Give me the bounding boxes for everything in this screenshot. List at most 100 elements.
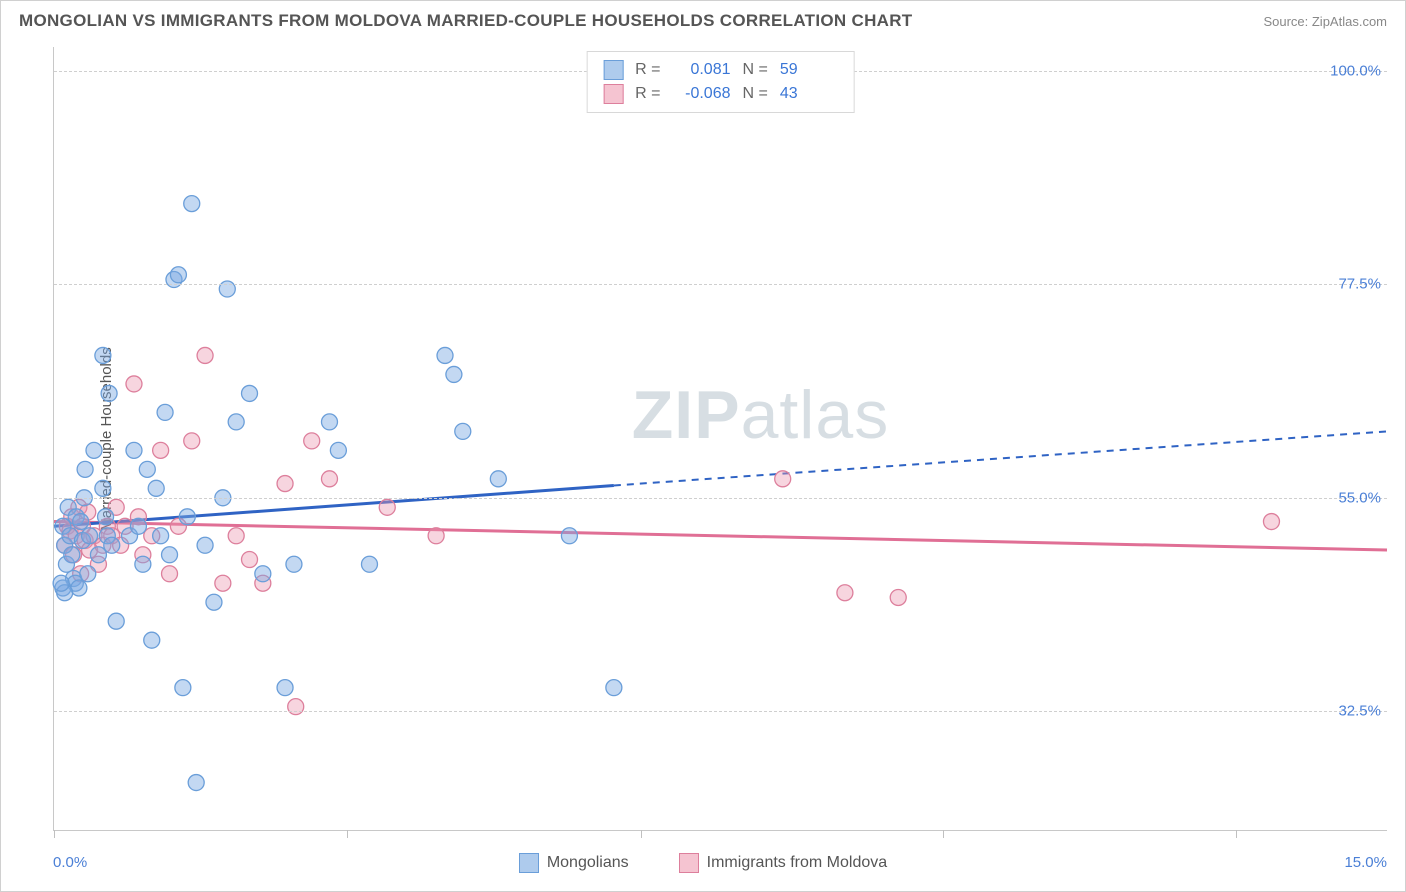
- scatter-point: [139, 461, 155, 477]
- scatter-point: [286, 556, 302, 572]
- scatter-point: [95, 347, 111, 363]
- n-label: N =: [743, 58, 768, 82]
- series-b-name: Immigrants from Moldova: [707, 854, 888, 872]
- chart-container: MONGOLIAN VS IMMIGRANTS FROM MOLDOVA MAR…: [0, 0, 1406, 892]
- series-legend: Mongolians Immigrants from Moldova: [1, 853, 1405, 873]
- scatter-point: [90, 547, 106, 563]
- scatter-point: [330, 442, 346, 458]
- scatter-point: [86, 442, 102, 458]
- n-label: N =: [743, 82, 768, 106]
- scatter-point: [175, 680, 191, 696]
- scatter-point: [446, 366, 462, 382]
- scatter-point: [455, 423, 471, 439]
- scatter-points: [54, 47, 1387, 830]
- scatter-point: [321, 414, 337, 430]
- scatter-point: [95, 480, 111, 496]
- r-label: R =: [635, 58, 660, 82]
- scatter-point: [184, 433, 200, 449]
- scatter-point: [197, 347, 213, 363]
- n-value-a: 59: [780, 58, 838, 82]
- swatch-series-b: [679, 853, 699, 873]
- scatter-point: [197, 537, 213, 553]
- scatter-point: [71, 580, 87, 596]
- scatter-point: [361, 556, 377, 572]
- scatter-point: [64, 547, 80, 563]
- scatter-point: [144, 632, 160, 648]
- scatter-point: [80, 566, 96, 582]
- scatter-point: [837, 585, 853, 601]
- scatter-point: [242, 385, 258, 401]
- scatter-point: [126, 442, 142, 458]
- x-tick: [54, 830, 55, 838]
- legend-row-a: R = 0.081 N = 59: [603, 58, 838, 82]
- correlation-legend: R = 0.081 N = 59 R = -0.068 N = 43: [586, 51, 855, 113]
- scatter-point: [188, 775, 204, 791]
- x-tick: [1236, 830, 1237, 838]
- r-value-b: -0.068: [673, 82, 731, 106]
- y-tick-label: 100.0%: [1330, 62, 1381, 79]
- scatter-point: [98, 509, 114, 525]
- scatter-point: [126, 376, 142, 392]
- scatter-point: [153, 528, 169, 544]
- scatter-point: [179, 509, 195, 525]
- swatch-series-a: [603, 60, 623, 80]
- scatter-point: [135, 556, 151, 572]
- scatter-point: [82, 528, 98, 544]
- y-tick-label: 77.5%: [1338, 276, 1381, 293]
- y-tick-label: 32.5%: [1338, 703, 1381, 720]
- n-value-b: 43: [780, 82, 838, 106]
- legend-item-a: Mongolians: [519, 853, 629, 873]
- legend-row-b: R = -0.068 N = 43: [603, 82, 838, 106]
- scatter-point: [379, 499, 395, 515]
- plot-wrap: Married-couple Households ZIPatlas R = 0…: [53, 47, 1387, 831]
- scatter-point: [130, 518, 146, 534]
- chart-title: MONGOLIAN VS IMMIGRANTS FROM MOLDOVA MAR…: [19, 11, 913, 31]
- scatter-point: [77, 461, 93, 477]
- gridline: [54, 711, 1387, 712]
- y-tick-label: 55.0%: [1338, 489, 1381, 506]
- scatter-point: [215, 575, 231, 591]
- scatter-point: [184, 196, 200, 212]
- scatter-point: [73, 514, 89, 530]
- scatter-point: [101, 385, 117, 401]
- scatter-point: [304, 433, 320, 449]
- gridline: [54, 498, 1387, 499]
- scatter-point: [321, 471, 337, 487]
- x-tick: [943, 830, 944, 838]
- legend-item-b: Immigrants from Moldova: [679, 853, 888, 873]
- scatter-point: [104, 537, 120, 553]
- series-a-name: Mongolians: [547, 854, 629, 872]
- x-tick: [347, 830, 348, 838]
- scatter-point: [53, 575, 69, 591]
- plot-area: ZIPatlas R = 0.081 N = 59 R = -0.068 N =…: [53, 47, 1387, 831]
- scatter-point: [157, 404, 173, 420]
- scatter-point: [153, 442, 169, 458]
- scatter-point: [228, 414, 244, 430]
- scatter-point: [428, 528, 444, 544]
- scatter-point: [206, 594, 222, 610]
- scatter-point: [277, 476, 293, 492]
- scatter-point: [437, 347, 453, 363]
- r-label: R =: [635, 82, 660, 106]
- scatter-point: [148, 480, 164, 496]
- gridline: [54, 284, 1387, 285]
- x-tick: [641, 830, 642, 838]
- scatter-point: [277, 680, 293, 696]
- scatter-point: [775, 471, 791, 487]
- scatter-point: [108, 613, 124, 629]
- source-label: Source: ZipAtlas.com: [1263, 14, 1387, 29]
- scatter-point: [1263, 514, 1279, 530]
- scatter-point: [162, 566, 178, 582]
- scatter-point: [162, 547, 178, 563]
- swatch-series-b: [603, 84, 623, 104]
- scatter-point: [606, 680, 622, 696]
- scatter-point: [561, 528, 577, 544]
- scatter-point: [255, 566, 271, 582]
- scatter-point: [242, 552, 258, 568]
- scatter-point: [170, 267, 186, 283]
- r-value-a: 0.081: [673, 58, 731, 82]
- scatter-point: [490, 471, 506, 487]
- title-bar: MONGOLIAN VS IMMIGRANTS FROM MOLDOVA MAR…: [1, 1, 1405, 37]
- scatter-point: [228, 528, 244, 544]
- scatter-point: [890, 589, 906, 605]
